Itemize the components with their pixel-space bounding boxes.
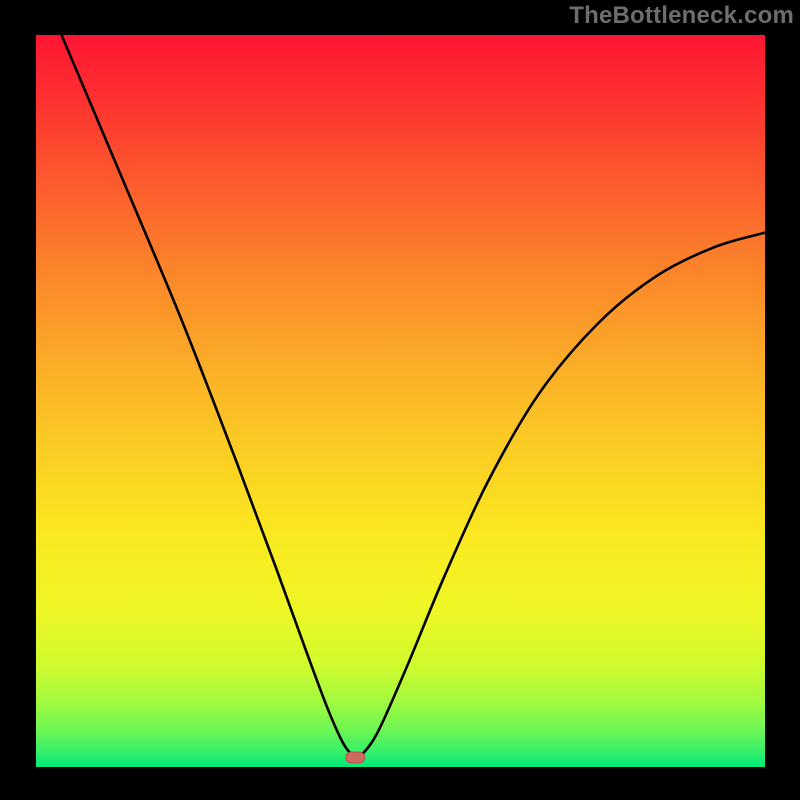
watermark-text: TheBottleneck.com: [569, 2, 794, 30]
plot-background-gradient: [36, 35, 765, 767]
stage: TheBottleneck.com: [0, 0, 800, 800]
bottleneck-chart: [0, 0, 800, 800]
optimal-point-marker: [346, 752, 365, 763]
